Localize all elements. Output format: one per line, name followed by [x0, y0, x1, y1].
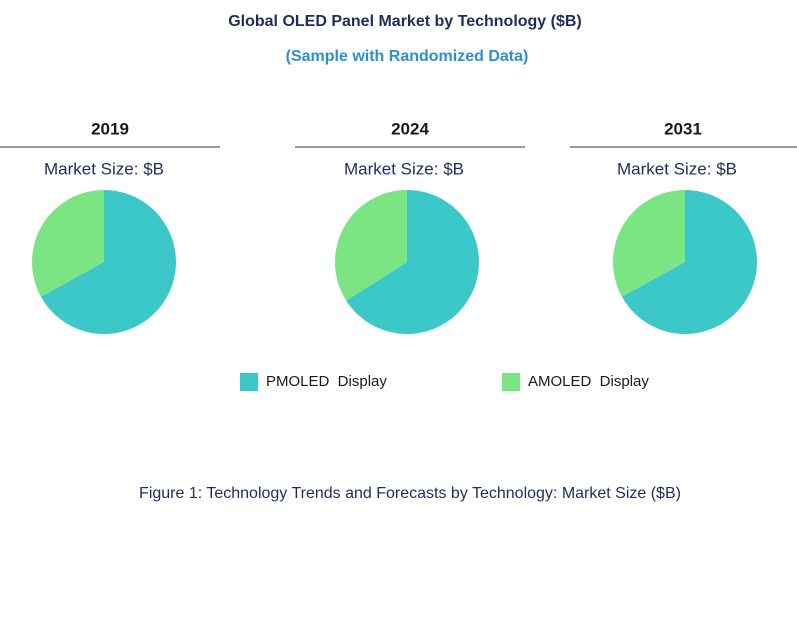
page-subtitle: (Sample with Randomized Data): [286, 48, 529, 65]
chart-subtitle: Market Size: $B: [44, 159, 164, 178]
legend-label: AMOLED Display: [528, 373, 649, 390]
legend-swatch: [502, 373, 520, 391]
chart-subtitle: Market Size: $B: [617, 159, 737, 178]
chart-subtitle: Market Size: $B: [344, 159, 464, 178]
page-title: Global OLED Panel Market by Technology (…: [228, 13, 582, 30]
pie-slice: [621, 190, 757, 335]
pie-slice: [40, 190, 177, 335]
chart-title: 2024: [391, 119, 429, 138]
figure-caption: Figure 1: Technology Trends and Forecast…: [139, 485, 681, 502]
chart-title: 2019: [91, 119, 129, 138]
legend-label: PMOLED Display: [266, 373, 387, 390]
legend-swatch: [240, 373, 258, 391]
pie-slice: [31, 190, 104, 297]
chart-title: 2031: [664, 119, 702, 138]
pie-slice: [346, 189, 479, 334]
pie-slice: [335, 190, 407, 301]
pie-slice: [613, 190, 685, 297]
